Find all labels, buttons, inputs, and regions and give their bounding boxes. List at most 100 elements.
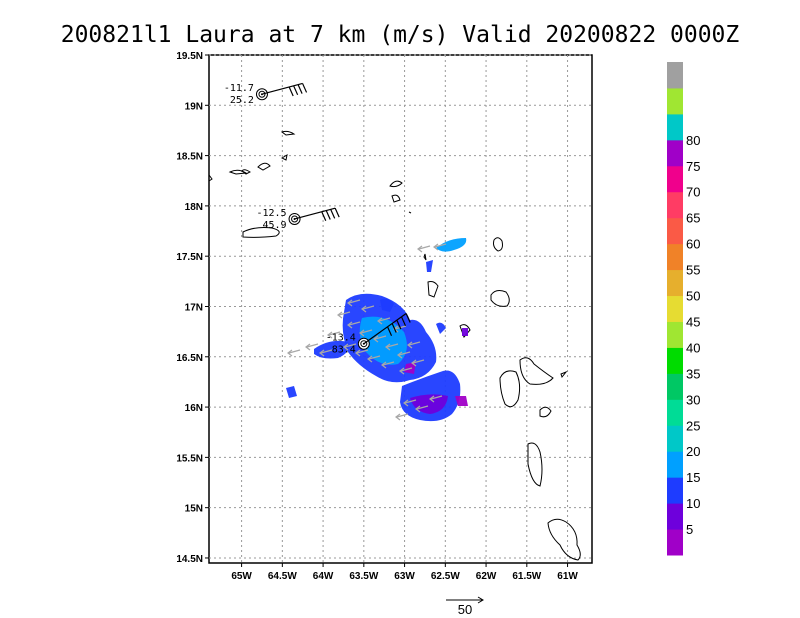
island-outline — [208, 174, 213, 182]
y-tick-label: 14.5N — [176, 554, 203, 565]
echo-region — [410, 394, 448, 414]
wind-stations: -11.725.2 -12.545.9 -13.483.4 — [224, 82, 411, 356]
y-tick-label: 15.5N — [176, 453, 203, 464]
wind-vector-head — [347, 321, 353, 329]
vector-scale-label: 50 — [458, 602, 472, 617]
wind-barb-feather — [288, 86, 294, 97]
colorbar: 5 10 15 20 25 30 35 40 45 50 55 60 65 70 75 80 — [667, 62, 700, 556]
wind-vector — [386, 343, 399, 348]
echo-region — [455, 396, 468, 406]
echo-region — [286, 386, 297, 398]
island-outline — [408, 211, 412, 214]
wind-vector — [378, 317, 391, 322]
island-outline — [539, 406, 552, 418]
wind-vector-head — [433, 243, 439, 251]
wind-barb-feather — [400, 316, 407, 327]
x-tick-label: 63.5W — [349, 571, 378, 582]
echo-region — [426, 260, 433, 272]
island-outline — [257, 162, 271, 171]
wind-vector-head — [305, 343, 311, 351]
wind-barb-feather — [405, 313, 411, 323]
x-tick-label: 63W — [394, 571, 415, 582]
island-outline — [280, 153, 288, 161]
wind-vector — [338, 311, 351, 316]
x-axis-ticks: 65W 64.5W 64W 63.5W 63W 62.5W 62W 61.5W 61W — [231, 563, 578, 582]
island-outline — [547, 518, 581, 561]
chart-title: 200821l1 Laura at 7 km (m/s) Valid 20200… — [61, 22, 740, 48]
colorbar-label: 75 — [686, 159, 700, 174]
x-tick-label: 64.5W — [268, 571, 297, 582]
wind-vector-head — [395, 413, 401, 421]
wind-vector-head — [367, 355, 373, 363]
wind-vector-head — [407, 341, 413, 349]
colorbar-label: 70 — [686, 185, 700, 200]
y-tick-label: 19.5N — [176, 51, 203, 62]
vector-scale-arrowhead — [477, 596, 484, 604]
wind-vector — [320, 349, 333, 354]
wind-vector — [348, 299, 361, 304]
wind-barb-feather — [293, 85, 299, 96]
wind-vector — [374, 335, 387, 340]
wind-vector-head — [415, 405, 421, 413]
y-tick-label: 17N — [185, 302, 203, 313]
wind-barb-feather — [330, 209, 336, 219]
colorbar-swatch — [667, 62, 683, 89]
radar-echoes — [286, 238, 468, 422]
x-tick-label: 62.5W — [431, 571, 460, 582]
wind-vector — [400, 367, 413, 372]
station-label-top: -12.5 — [256, 208, 286, 219]
island-outline — [527, 442, 543, 487]
y-axis-ticks: 19.5N 19N 18.5N 18N 17.5N 17N 16.5N 16N 15.5N 15N… — [176, 51, 209, 565]
wind-barb-feather — [302, 83, 308, 93]
colorbar-label: 30 — [686, 392, 700, 407]
colorbar-label: 50 — [686, 289, 700, 304]
station-label-bottom: 83.4 — [332, 345, 356, 356]
wind-vector-head — [359, 329, 365, 337]
y-tick-label: 15N — [185, 504, 203, 515]
colorbar-label: 40 — [686, 340, 700, 355]
island-outline — [423, 253, 427, 261]
wind-vector-head — [411, 359, 417, 367]
wind-vector-head — [347, 299, 353, 307]
colorbar-label: 20 — [686, 444, 700, 459]
coastlines — [208, 130, 581, 561]
wind-vector-head — [361, 305, 367, 313]
colorbar-label: 5 — [686, 522, 693, 537]
colorbar-label: 60 — [686, 237, 700, 252]
station-label-bottom: 25.2 — [230, 95, 254, 106]
wind-barb-feather — [386, 326, 393, 337]
station-marker: -11.725.2 — [224, 82, 308, 106]
wind-vector-head — [287, 349, 293, 357]
island-outline — [490, 290, 510, 307]
colorbar-swatch — [667, 503, 683, 530]
colorbar-label: 25 — [686, 418, 700, 433]
colorbar-swatch — [667, 529, 683, 556]
island-outline — [280, 130, 296, 136]
colorbar-swatch — [667, 269, 683, 297]
wind-vector — [288, 349, 301, 354]
colorbar-swatch — [667, 113, 683, 141]
wind-barb-feather — [321, 211, 327, 221]
colorbar-swatch — [667, 87, 683, 115]
wind-barb-feather — [396, 319, 402, 330]
x-tick-label: 61.5W — [512, 571, 541, 582]
wind-vector — [348, 321, 361, 326]
wind-barb-feather — [297, 84, 303, 94]
wind-vector-head — [403, 399, 409, 407]
colorbar-label: 65 — [686, 211, 700, 226]
station-inner-ring — [360, 340, 368, 348]
echo-region — [380, 298, 394, 312]
colorbar-swatch — [667, 243, 683, 271]
wind-vector — [368, 355, 381, 360]
colorbar-swatch — [667, 477, 683, 504]
wind-vector-head — [327, 331, 333, 339]
colorbar-swatch — [667, 165, 683, 193]
wind-vector — [360, 329, 373, 334]
wind-vector — [396, 413, 409, 418]
echo-region — [436, 238, 467, 252]
wind-vector — [430, 395, 443, 400]
wind-vector-head — [377, 317, 383, 325]
echo-region — [436, 322, 446, 334]
island-outline — [241, 169, 251, 175]
